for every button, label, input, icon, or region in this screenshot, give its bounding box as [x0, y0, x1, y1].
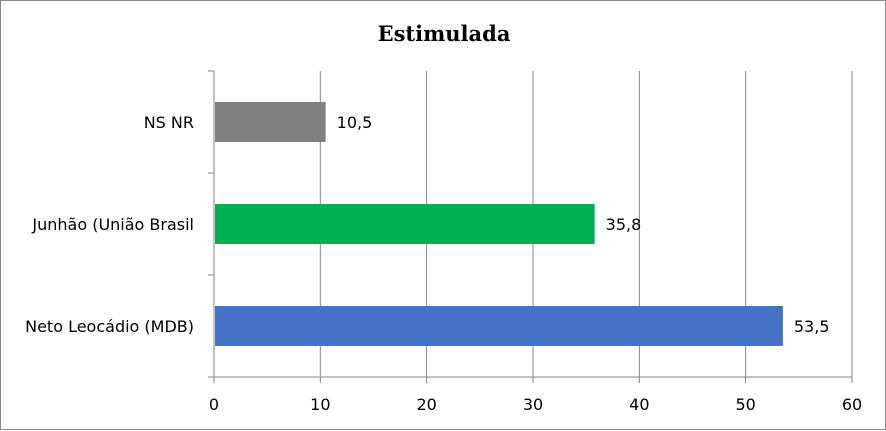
x-tick-label: 0	[209, 395, 219, 414]
bar	[215, 102, 326, 142]
category-label: Neto Leocádio (MDB)	[25, 317, 194, 336]
x-tick-label: 40	[629, 395, 649, 414]
x-tick-label: 20	[416, 395, 436, 414]
chart-title: Estimulada	[378, 21, 511, 46]
category-label: Junhão (União Brasil	[31, 215, 194, 234]
x-tick-label: 10	[310, 395, 330, 414]
x-tick-label: 30	[523, 395, 543, 414]
bar	[215, 306, 783, 346]
bar	[215, 204, 595, 244]
category-label: NS NR	[144, 113, 194, 132]
data-label: 10,5	[337, 113, 373, 132]
x-tick-label: 60	[842, 395, 862, 414]
data-label: 53,5	[794, 317, 830, 336]
data-label: 35,8	[606, 215, 642, 234]
x-tick-label: 50	[735, 395, 755, 414]
